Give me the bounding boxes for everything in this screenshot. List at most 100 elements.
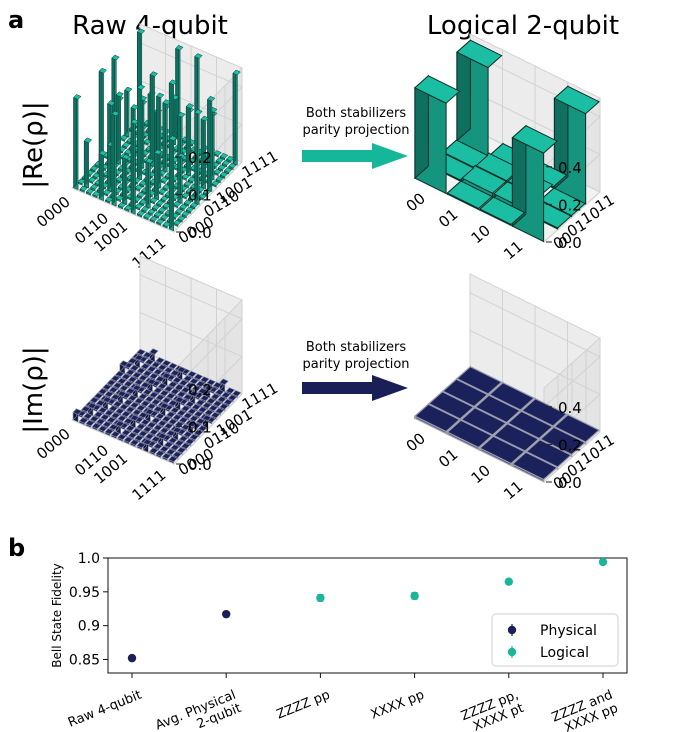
bar	[479, 195, 526, 227]
bar-top-face	[115, 91, 124, 98]
x-tick-label: 00	[403, 189, 429, 215]
bar-top-face	[183, 431, 193, 438]
bar-top-face	[183, 412, 193, 419]
bar-top-face	[136, 28, 146, 35]
y-axis-label: Bell State Fidelity	[50, 563, 64, 668]
bar	[202, 401, 212, 411]
bar-top-face	[187, 195, 197, 201]
bar-top-face	[197, 425, 208, 432]
bar-top-face	[144, 408, 155, 415]
bar	[122, 153, 131, 205]
bar	[107, 141, 116, 193]
bar-top-face	[144, 395, 155, 403]
bar	[138, 411, 148, 420]
bar-top-face	[156, 200, 165, 206]
bar-top-face	[123, 380, 134, 388]
bar	[172, 376, 182, 385]
bar-top-face	[174, 396, 185, 403]
bar-top-face	[181, 192, 190, 198]
bar-top-face	[151, 417, 161, 424]
bar-top-face	[121, 373, 131, 380]
bar-top-face	[193, 373, 204, 381]
bar-top-face	[142, 370, 153, 377]
bar-top-face	[134, 378, 144, 386]
bar-top-face	[193, 429, 204, 436]
x-tick-label: 0000	[33, 193, 74, 231]
x-tick-label: Avg. Physical2-qubit	[153, 688, 243, 732]
bar-top-face	[136, 423, 146, 430]
bar-top-face	[183, 375, 193, 382]
bar	[129, 364, 140, 373]
bar-top-face	[117, 377, 127, 385]
bar-top-face	[174, 439, 185, 447]
bar-side-face	[130, 118, 135, 214]
bar	[170, 387, 180, 397]
bar-top-face	[132, 371, 142, 379]
bar-top-face	[119, 360, 129, 367]
bar-top-face	[185, 206, 195, 213]
bar-top-face	[214, 388, 225, 396]
bar-side-face	[232, 69, 237, 165]
bar-side-face	[162, 98, 167, 172]
bar-top-face	[181, 211, 190, 217]
bar	[98, 149, 107, 202]
bar	[77, 178, 86, 186]
bar-top-face	[146, 378, 157, 385]
bar-top-face	[151, 204, 161, 210]
bar-top-face	[105, 196, 114, 203]
bar	[151, 204, 161, 212]
data-point	[598, 557, 608, 567]
bar-top-face	[73, 94, 82, 100]
x-tick-label: ZZZZ pp	[274, 688, 332, 723]
bar-top-face	[146, 403, 157, 410]
bar-top-face	[136, 84, 146, 90]
bar-top-face	[187, 420, 197, 428]
bar-top-face	[143, 213, 152, 219]
z-tick-label: 0.4	[558, 159, 582, 177]
bar-top-face	[172, 376, 182, 384]
bar	[162, 98, 171, 173]
column-title-logical: Logical 2-qubit	[427, 11, 619, 41]
bar-top-face	[130, 104, 139, 110]
bar	[168, 135, 178, 232]
bar	[456, 39, 503, 157]
bar-top-face	[179, 203, 188, 210]
x-tick-label: Raw 4-qubit	[66, 688, 144, 731]
bar-top-face	[142, 388, 153, 396]
bar-top-face	[157, 364, 168, 371]
bar-top-face	[185, 400, 195, 408]
bar-top-face	[180, 442, 191, 450]
bar	[145, 157, 154, 209]
bar	[177, 152, 186, 204]
bar-top-face	[160, 177, 169, 183]
bar-side-face	[107, 141, 111, 191]
bar-top-face	[147, 208, 156, 215]
bar-top-face	[149, 447, 159, 454]
bar-top-face	[180, 386, 191, 394]
data-point	[316, 593, 325, 603]
bar-top-face	[160, 195, 169, 202]
bar-top-face	[168, 79, 178, 86]
bar-top-face	[456, 39, 503, 69]
bar	[173, 219, 182, 227]
bar-top-face	[140, 363, 151, 370]
plot-raw-imag: 0.00.10.20000011010011111111110010110000…	[33, 255, 281, 504]
bar-top-face	[129, 364, 140, 372]
bar	[228, 162, 237, 171]
bar-top-face	[170, 369, 180, 377]
x-tick-label: 01	[435, 205, 461, 231]
bar-top-face	[212, 381, 223, 389]
bar	[185, 400, 195, 409]
bar-top-face	[151, 435, 161, 443]
bar	[92, 190, 101, 199]
bar-top-face	[132, 409, 142, 416]
bar	[115, 176, 124, 184]
bar	[130, 118, 139, 215]
bar	[158, 188, 167, 196]
bar-top-face	[414, 75, 461, 104]
y-tick-label: 1.0	[78, 551, 100, 567]
bar-top-face	[189, 433, 199, 441]
x-tick-label: ZZZZ andXXXX pp	[550, 688, 621, 732]
bar	[163, 366, 174, 375]
x-tick-label: 1111	[129, 466, 170, 504]
